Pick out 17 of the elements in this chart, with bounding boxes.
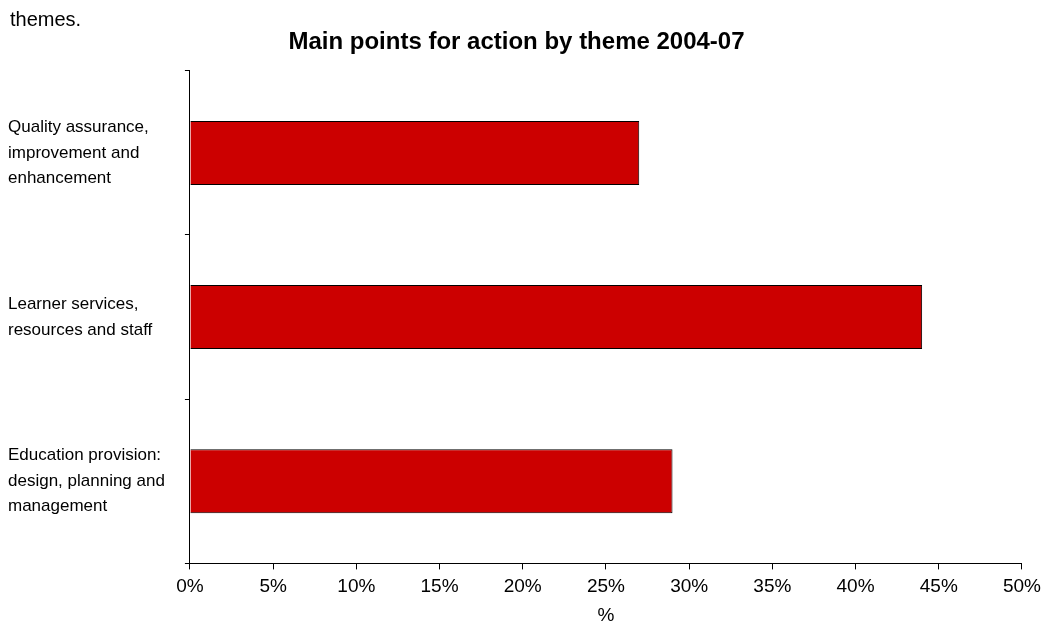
x-tick-label: 35%	[753, 575, 792, 597]
chart-title: Main points for action by theme 2004-07	[288, 27, 745, 55]
x-tick-label: 0%	[176, 575, 204, 597]
x-tick-label: 10%	[337, 575, 376, 597]
x-tick-label: 5%	[259, 575, 287, 597]
x-axis-title: %	[597, 603, 615, 625]
text: themes.	[10, 7, 82, 30]
x-tick-label: 50%	[1002, 575, 1042, 597]
y-tick-label: Education provision: design, planning and management	[8, 445, 165, 516]
x-tick-label: 25%	[586, 575, 626, 597]
x-tick-label: 45%	[919, 575, 958, 597]
y-tick-label: Quality assurance, improvement and enhancement	[8, 117, 149, 188]
y-tick-label: Learner services, resources and staff	[8, 294, 153, 339]
x-tick-label: 20%	[503, 575, 542, 597]
x-tick-label: 40%	[836, 575, 875, 597]
x-tick-label: 15%	[420, 575, 459, 597]
x-tick-label: 30%	[670, 575, 709, 597]
